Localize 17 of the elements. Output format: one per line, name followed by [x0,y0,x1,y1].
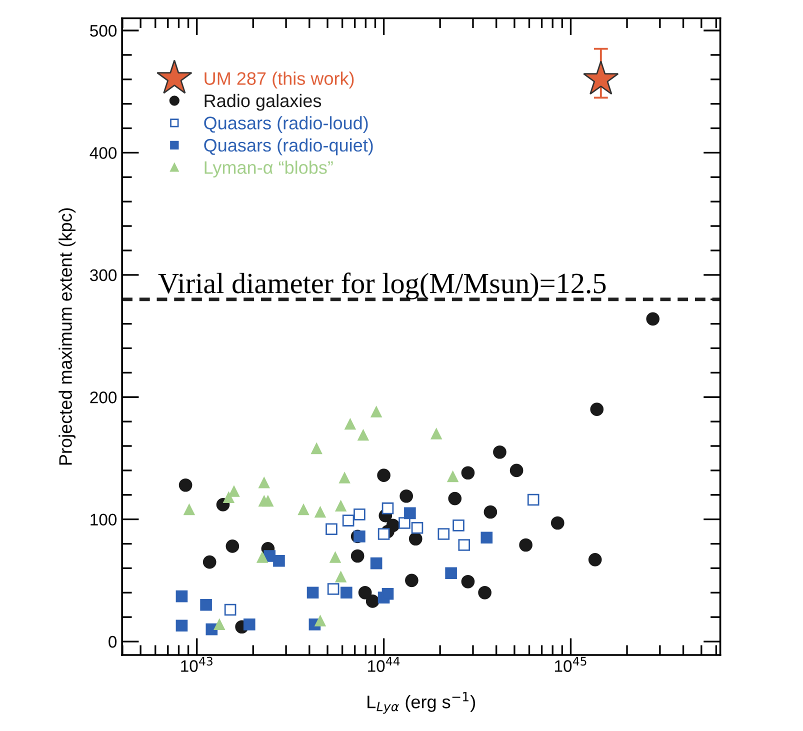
legend-label: Quasars (radio-loud) [204,116,368,133]
x-axis-title: L$_{Lyα}$ (erg s$^{−1}$) [368,692,476,714]
y-tick-label: 400 [90,147,117,159]
y-tick-label: 300 [90,269,117,282]
y-tick-label: 500 [90,24,117,37]
x-tick-label: 10$^{44}$ [368,656,400,672]
legend-label: Quasars (radio-quiet) [204,138,373,156]
y-tick-label: 200 [90,392,117,404]
y-axis-title: Projected maximum extent (kpc) [58,208,76,465]
annotation: Virial diameter for log(M/Msun)=12.5 [158,272,606,300]
legend-label: Radio galaxies [204,94,322,111]
x-tick-label: 10$^{43}$ [181,656,212,672]
legend-label: UM 287 (this work) [204,72,354,89]
y-tick-label: 0 [108,636,117,648]
y-tick-label: 100 [90,514,117,526]
legend-label: Lyman-α “blobs” [204,160,333,178]
x-tick-label: 10$^{45}$ [555,656,586,672]
